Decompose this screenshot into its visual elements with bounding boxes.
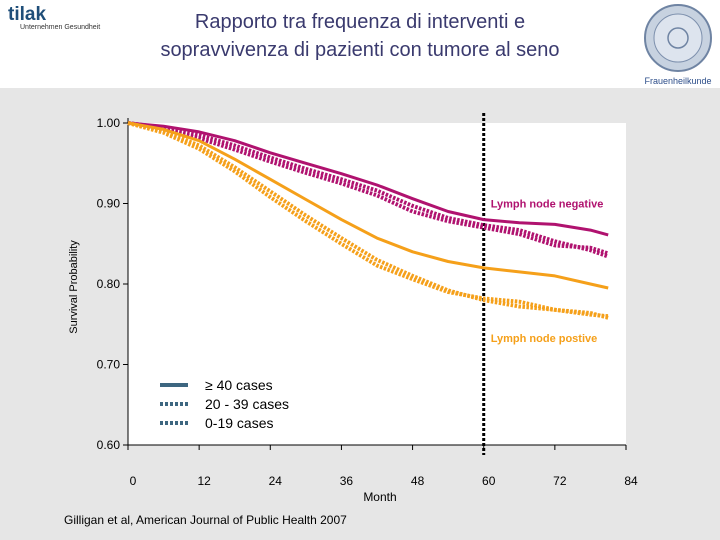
x-tick-label: 60 [482,474,496,488]
legend-label: ≥ 40 cases [205,377,273,393]
x-tick-label: 24 [269,474,283,488]
chart-annotations: Lymph node negative Lymph node postive [491,199,604,345]
title-line-1: Rapporto tra frequenza di interventi e [194,11,526,33]
x-tick-label: 0 [130,474,137,488]
x-axis-label: Month [363,490,396,504]
tilak-logo-subtext: Unternehmen Gesundheit [20,24,101,31]
chart-series [127,113,609,455]
x-tick-label: 72 [553,474,567,488]
x-tick-label: 48 [411,474,425,488]
x-tick-label: 12 [197,474,211,488]
slide-title: Rapporto tra frequenza di interventi e s… [100,8,620,64]
series-negative-2 [127,121,609,256]
series-negative-1 [127,121,609,259]
series-annotation: Lymph node negative [491,199,604,211]
series-positive-0 [127,121,609,290]
seal-caption: Frauenheilkunde [644,76,711,86]
plot-area [128,123,626,445]
legend-label: 20 - 39 cases [205,396,289,412]
y-tick-label: 1.00 [97,116,121,130]
y-tick-label: 0.60 [97,438,121,452]
x-tick-label: 84 [624,474,638,488]
tilak-logo: tilak [8,4,47,25]
series-positive-2 [127,121,609,319]
y-tick-label: 0.70 [97,358,121,372]
title-line-2: sopravvivenza di pazienti con tumore al … [160,39,560,61]
chart-axes: 0 12 24 36 48 60 72 84 0.60 0.70 0.80 0.90 1.00 [97,116,638,488]
series-negative-0 [127,121,609,237]
y-axis-label: Survival Probability [68,240,80,334]
slide-header: tilak Unternehmen Gesundheit Rapporto tr… [0,0,720,88]
y-tick-label: 0.80 [97,277,121,291]
x-tick-label: 36 [340,474,354,488]
chart-legend: ≥ 40 cases 20 - 39 cases 0-19 cases [160,377,289,431]
y-tick-label: 0.90 [97,197,121,211]
legend-label: 0-19 cases [205,415,273,431]
source-citation: Gilligan et al, American Journal of Publ… [64,513,347,527]
university-seal-icon: Frauenheilkunde [644,4,712,86]
series-annotation: Lymph node postive [491,333,598,345]
